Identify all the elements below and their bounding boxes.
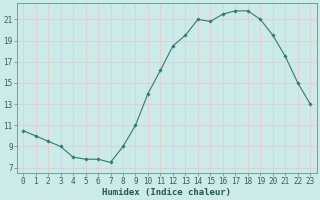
X-axis label: Humidex (Indice chaleur): Humidex (Indice chaleur) [102, 188, 231, 197]
